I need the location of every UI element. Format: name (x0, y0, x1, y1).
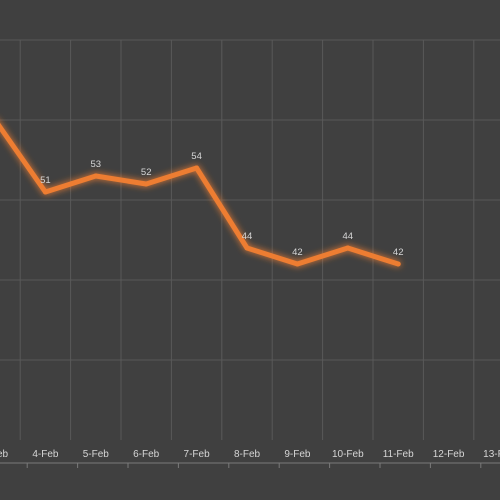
x-tick-label: 10-Feb (332, 449, 364, 460)
x-tick-label: 4-Feb (32, 449, 59, 460)
series-layer (0, 122, 401, 267)
data-point (244, 245, 250, 251)
gridlines (0, 39, 500, 440)
data-label: 42 (393, 247, 404, 258)
x-axis: 3-Feb 4-Feb 5-Feb 6-Feb 7-Feb 8-Feb 9-Feb 10-Fe… (0, 449, 500, 468)
data-point (194, 165, 200, 171)
x-tick-label: 7-Feb (184, 449, 211, 460)
data-label: 52 (141, 167, 152, 178)
data-point (143, 181, 149, 187)
data-label: 53 (91, 159, 102, 170)
data-point (93, 173, 99, 179)
data-label: 51 (40, 175, 51, 186)
series-line (0, 122, 401, 267)
x-tick-label: 5-Feb (83, 449, 110, 460)
data-label: 44 (343, 231, 354, 242)
x-tick-label: 3-Feb (0, 449, 8, 460)
x-tick-label: 11-Feb (383, 449, 414, 460)
x-tick-label: 8-Feb (234, 449, 261, 460)
data-label: 44 (242, 231, 253, 242)
data-point (294, 261, 300, 267)
data-point (345, 245, 351, 251)
data-point (42, 189, 48, 195)
data-label: 42 (292, 247, 303, 258)
data-labels: 51 53 52 54 44 42 44 42 (40, 151, 403, 258)
data-label: 54 (191, 151, 202, 162)
data-point (395, 261, 401, 267)
x-tick-label: 6-Feb (133, 449, 160, 460)
x-tick-label: 13-Feb (483, 449, 500, 460)
x-tick-label: 12-Feb (433, 449, 465, 460)
x-tick-label: 9-Feb (284, 449, 311, 460)
